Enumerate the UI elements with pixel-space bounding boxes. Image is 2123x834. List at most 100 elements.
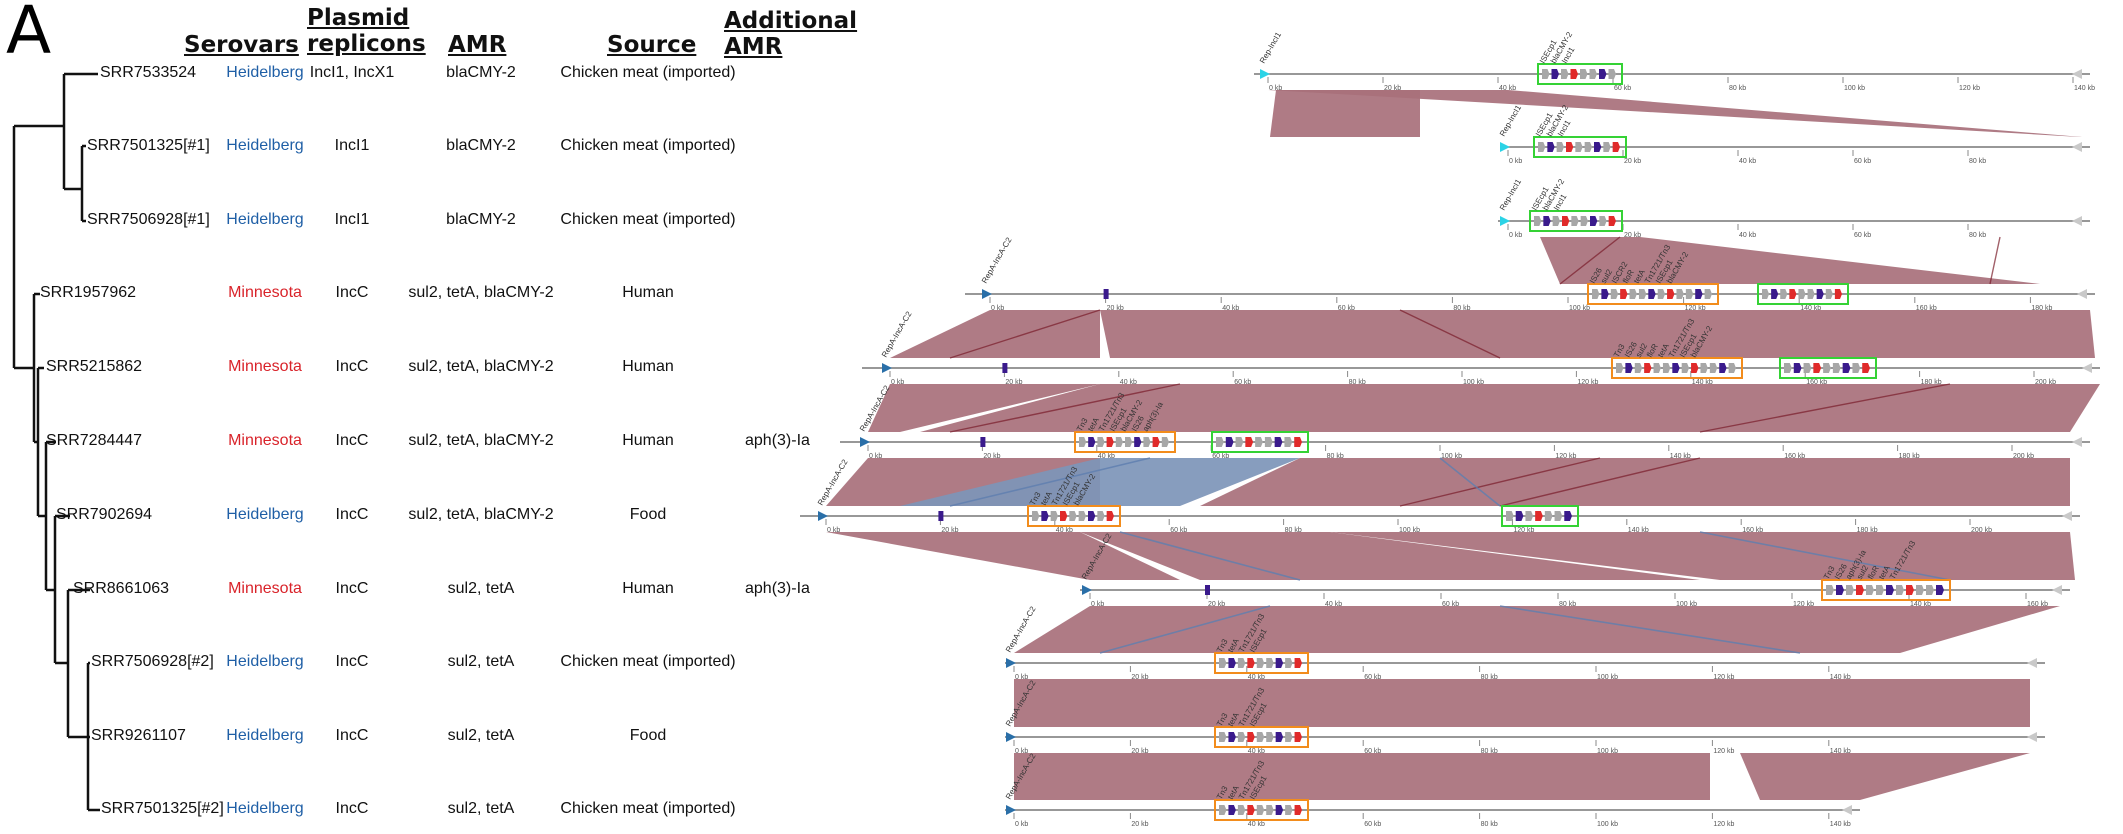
gene-arrow: [1556, 142, 1564, 152]
gene-arrow: [1561, 69, 1569, 79]
gene-arrow: [1936, 585, 1944, 595]
cell-replicons: IncC: [335, 358, 369, 375]
cell-replicons: IncI1, IncX1: [309, 64, 395, 81]
cell-serovar: Heidelberg: [226, 137, 304, 154]
gene-arrow: [1161, 437, 1169, 447]
gene-label: RepA-IncA-C2: [980, 235, 1014, 285]
scale-tick-label: 40 kb: [1325, 601, 1342, 608]
cell-id: SRR8661063: [73, 580, 170, 597]
cell-source: Human: [622, 432, 674, 449]
gene-arrow: [1219, 732, 1227, 742]
gene-arrow: [1284, 437, 1293, 447]
gene-arrow: [1648, 289, 1656, 299]
gene-arrow: [1570, 69, 1578, 79]
synteny-ribbon: [1014, 753, 1710, 800]
gene-arrow: [1106, 437, 1114, 447]
scale-tick-label: 60 kb: [1614, 85, 1631, 92]
resistance-region-box: [1821, 579, 1951, 601]
scale-tick-label: 40 kb: [1739, 232, 1756, 239]
synteny-link: [1399, 309, 1501, 359]
cell-id: SRR7533524: [100, 64, 197, 81]
cell-replicons: IncI1: [334, 137, 370, 154]
gene-arrow: [1681, 363, 1690, 373]
gene-arrow: [1709, 363, 1718, 373]
synteny-link: [949, 383, 1181, 433]
gene-arrow: [1571, 216, 1579, 226]
gene-arrow: [1235, 437, 1244, 447]
gene-arrow: [1762, 289, 1770, 299]
gene-arrow: [1544, 511, 1553, 521]
gene-arrow: [1078, 511, 1086, 521]
tree-branch: [12, 124, 64, 370]
header-plasmid-line1: Plasmid: [307, 5, 410, 31]
resistance-region-box: [1587, 283, 1719, 305]
gene-arrow: [1638, 289, 1647, 299]
gene-arrow: [1862, 363, 1870, 373]
cell-serovar: Heidelberg: [226, 653, 304, 670]
scale-tick-label: 100 kb: [1844, 85, 1865, 92]
gene-arrow: [1247, 658, 1255, 668]
gene-arrow: [1266, 732, 1274, 742]
gene-arrow: [1866, 585, 1874, 595]
scale-tick-label: 120 kb: [1713, 674, 1734, 681]
gene-arrow-end: [2077, 289, 2087, 299]
cell-serovar: Heidelberg: [226, 64, 304, 81]
synteny-ribbon: [1014, 679, 2030, 727]
gene-arrow: [1134, 437, 1142, 447]
scale-tick-label: 80 kb: [1349, 379, 1366, 386]
scale-tick-label: 40 kb: [1248, 748, 1265, 755]
gene-arrow: [1247, 732, 1255, 742]
gene-arrow: [1032, 511, 1040, 521]
scale-tick-label: 40 kb: [1098, 453, 1115, 460]
cell-id: SRR1957962: [40, 284, 137, 301]
gene-arrow: [1275, 658, 1284, 668]
scale-tick-label: 20 kb: [1131, 674, 1148, 681]
cell-serovar: Heidelberg: [226, 506, 304, 523]
gene-label: Rep-IncI1: [1498, 103, 1523, 138]
cell-replicons: IncC: [335, 284, 369, 301]
gene-arrow: [1657, 289, 1666, 299]
cell-amr: blaCMY-2: [446, 211, 516, 228]
gene-arrow: [1842, 363, 1851, 373]
is-element-marker: [1103, 289, 1109, 299]
replicon-gene-marker: [1006, 658, 1016, 668]
gene-arrow: [1610, 289, 1619, 299]
cell-amr: sul2, tetA: [447, 653, 515, 670]
gene-arrow: [1106, 511, 1114, 521]
header-additional-line1: Additional: [724, 8, 858, 34]
gene-arrow: [1856, 585, 1864, 595]
synteny-link-inverted: [1699, 531, 1951, 581]
gene-arrow: [1629, 289, 1637, 299]
gene-arrow: [1255, 437, 1263, 447]
gene-arrow: [1789, 289, 1797, 299]
gene-arrow: [1916, 585, 1924, 595]
synteny-ribbon: [1080, 532, 1700, 580]
scale-tick-label: 40 kb: [1248, 821, 1265, 828]
cell-additional: aph(3)-Ia: [745, 580, 810, 597]
gene-arrow: [1700, 363, 1708, 373]
gene-arrow: [1256, 732, 1265, 742]
header-serovars: Serovars: [184, 32, 299, 58]
scale-tick-label: 120 kb: [1713, 821, 1734, 828]
gene-arrow-end: [2072, 437, 2082, 447]
cell-source: Chicken meat (imported): [560, 800, 736, 817]
gene-arrow: [1896, 585, 1904, 595]
cell-amr: sul2, tetA: [447, 727, 515, 744]
scale-tick-label: 140 kb: [1830, 821, 1851, 828]
gene-arrow: [1580, 216, 1588, 226]
gene-arrow-end: [2062, 511, 2072, 521]
cell-id: SRR7506928[#2]: [91, 653, 214, 670]
resistance-region-box: [1757, 283, 1849, 305]
is-element-marker: [938, 511, 944, 521]
header-additional-line2: AMR: [724, 34, 783, 60]
gene-arrow: [1535, 511, 1543, 521]
scale-tick-label: 60 kb: [1364, 748, 1381, 755]
scale-tick-label: 140 kb: [1692, 379, 1713, 386]
scale-tick-label: 140 kb: [1910, 601, 1931, 608]
cell-id: SRR5215862: [46, 358, 143, 375]
synteny-ribbon: [1268, 90, 2082, 137]
scale-tick-label: 120 kb: [1685, 305, 1706, 312]
gene-arrow: [1543, 216, 1551, 226]
scale-tick-label: 180 kb: [1921, 379, 1942, 386]
